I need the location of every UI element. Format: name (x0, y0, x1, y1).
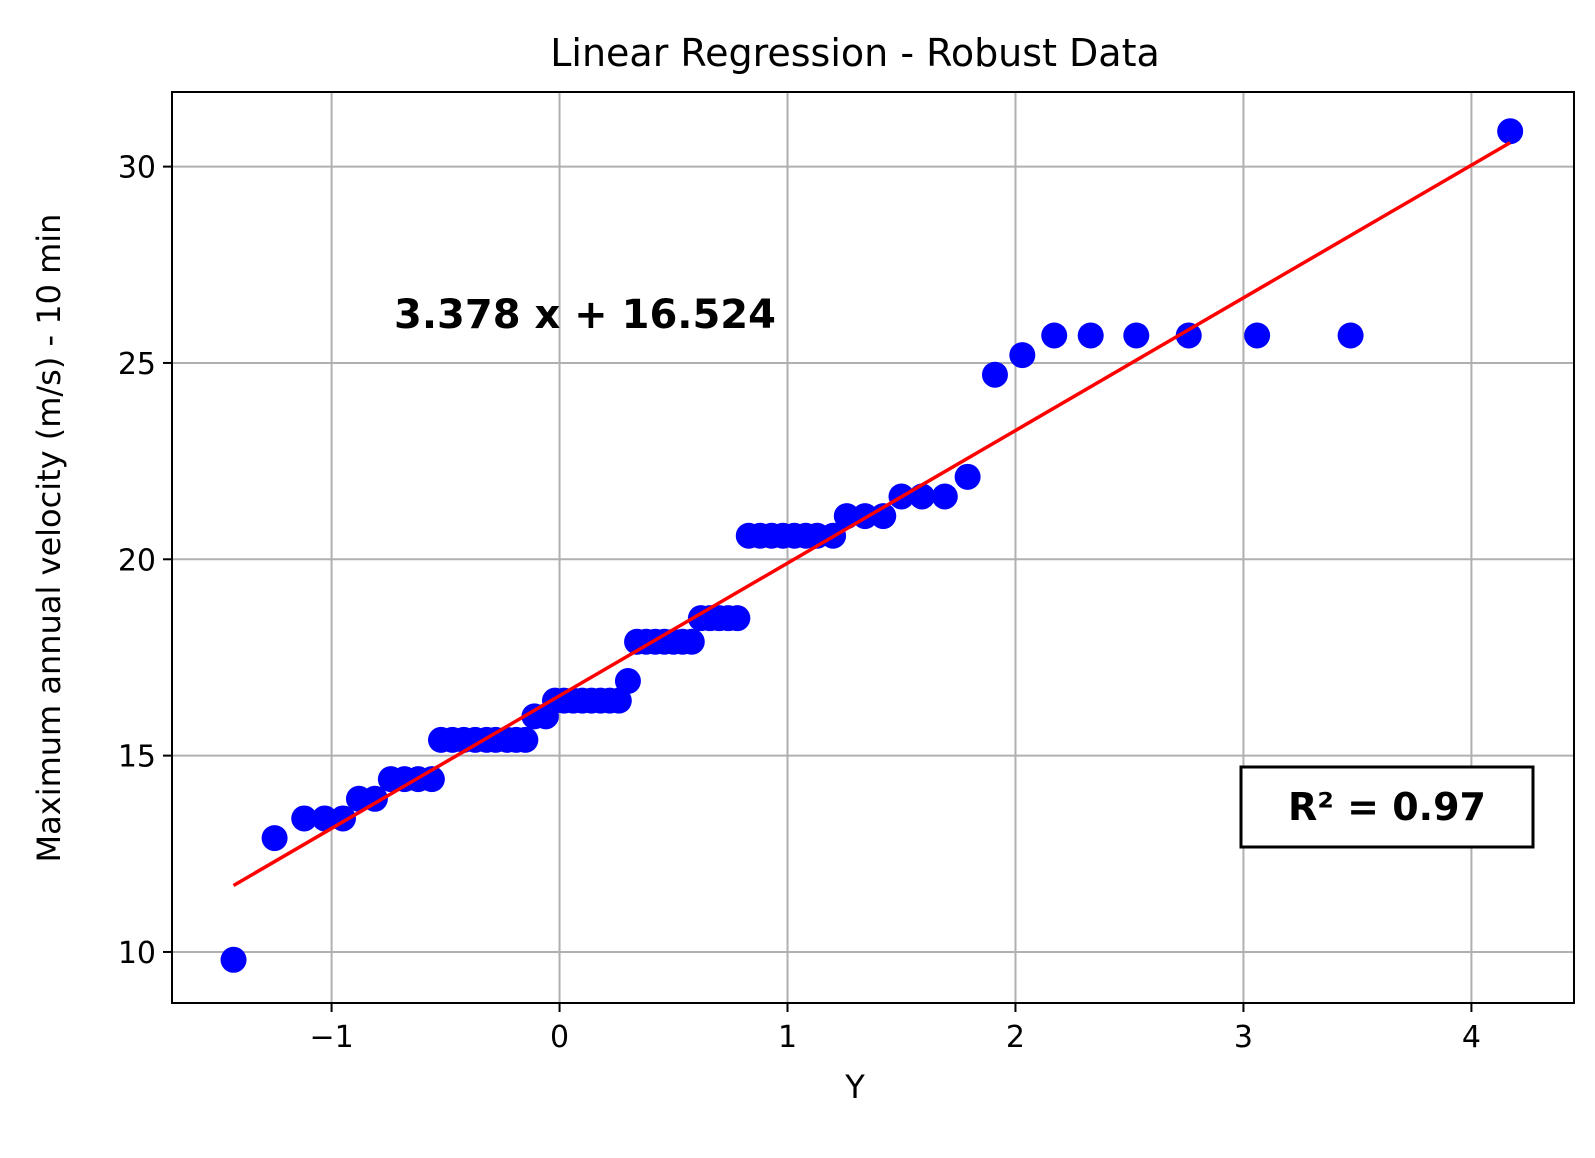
data-point (909, 483, 936, 510)
data-point (220, 946, 247, 973)
data-point (931, 483, 958, 510)
data-point (1041, 322, 1068, 349)
fit-line-group (232, 141, 1512, 887)
x-tick-label: 0 (550, 1020, 569, 1055)
data-point (1244, 322, 1271, 349)
data-point (1077, 322, 1104, 349)
data-point (981, 361, 1008, 388)
grid (172, 92, 1574, 1003)
r-squared-box: R² = 0.97 (1239, 765, 1535, 849)
plot-frame (171, 91, 1575, 1004)
regression-equation: 3.378 x + 16.524 (394, 292, 776, 338)
data-points (220, 118, 1524, 973)
y-tick-label: 30 (118, 151, 156, 186)
x-tick-label: −1 (309, 1020, 353, 1055)
data-point (833, 503, 860, 530)
data-point (1337, 322, 1364, 349)
ticks: −1 0 1 2 3 4 10 15 20 25 30 (118, 151, 1481, 1055)
r-squared-box-frame (1239, 765, 1535, 849)
data-point (1123, 322, 1150, 349)
x-tick-label: 3 (1234, 1020, 1253, 1055)
y-tick-label: 25 (118, 347, 156, 382)
y-tick-label: 15 (118, 740, 156, 775)
r-squared-label: R² = 0.97 (1288, 785, 1486, 829)
y-axis-title: Maximum annual velocity (m/s) - 10 min (30, 214, 68, 863)
data-point (614, 668, 641, 695)
data-point (954, 463, 981, 490)
data-point (724, 605, 751, 632)
data-point (1497, 118, 1524, 145)
data-point (678, 628, 705, 655)
x-tick-label: 4 (1462, 1020, 1481, 1055)
x-tick-label: 2 (1006, 1020, 1025, 1055)
data-point (291, 805, 318, 832)
y-tick-label: 10 (118, 936, 156, 971)
data-point (1175, 322, 1202, 349)
x-axis-title: Y (844, 1068, 865, 1106)
data-point (605, 687, 632, 714)
data-point (311, 805, 338, 832)
data-point (261, 825, 288, 852)
data-point (512, 726, 539, 753)
regression-line (232, 141, 1512, 887)
chart-title: Linear Regression - Robust Data (550, 31, 1160, 75)
x-tick-label: 1 (778, 1020, 797, 1055)
data-point (1009, 342, 1036, 369)
y-tick-label: 20 (118, 543, 156, 578)
